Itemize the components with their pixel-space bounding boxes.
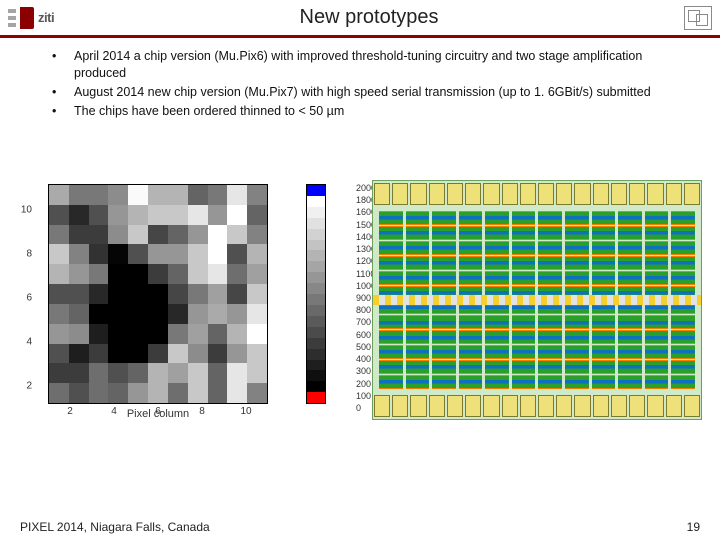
bullet-dot-icon: • <box>52 103 74 120</box>
content-area: • April 2014 a chip version (Mu.Pix6) wi… <box>0 38 720 120</box>
colorbar <box>306 184 326 404</box>
heatmap-xlabel: Pixel column <box>48 408 268 420</box>
bullet-item: • April 2014 a chip version (Mu.Pix6) wi… <box>52 48 702 82</box>
chip-bus-icon <box>373 295 701 305</box>
bullet-text: August 2014 new chip version (Mu.Pix7) w… <box>74 84 702 101</box>
bullet-item: • August 2014 new chip version (Mu.Pix7)… <box>52 84 702 101</box>
heatmap-frame <box>48 184 268 404</box>
bullet-text: The chips have been ordered thinned to <… <box>74 103 702 120</box>
figures-row: 246810 246810 Pixel column 2000180016001… <box>0 180 720 420</box>
chip-layout-figure <box>372 180 702 420</box>
chip-layout <box>372 180 702 420</box>
logo-left: ziti <box>8 7 54 29</box>
footer-left: PIXEL 2014, Niagara Falls, Canada <box>20 520 210 534</box>
bullet-dot-icon: • <box>52 84 74 101</box>
heatmap-figure: 246810 246810 Pixel column 2000180016001… <box>18 180 358 420</box>
chip-padring-top <box>373 181 701 207</box>
page-title: New prototypes <box>62 6 676 29</box>
ziti-mark-icon <box>8 7 34 29</box>
logo-text: ziti <box>38 10 54 25</box>
university-crest-icon <box>684 6 712 30</box>
bullet-dot-icon: • <box>52 48 74 82</box>
bullet-list: • April 2014 a chip version (Mu.Pix6) wi… <box>18 48 702 120</box>
bullet-text: April 2014 a chip version (Mu.Pix6) with… <box>74 48 702 82</box>
footer: PIXEL 2014, Niagara Falls, Canada 19 <box>0 520 720 534</box>
chip-padring-bottom <box>373 393 701 419</box>
bullet-item: • The chips have been ordered thinned to… <box>52 103 702 120</box>
heatmap-grid <box>49 185 267 403</box>
title-bar: ziti New prototypes <box>0 0 720 38</box>
page-number: 19 <box>687 520 700 534</box>
